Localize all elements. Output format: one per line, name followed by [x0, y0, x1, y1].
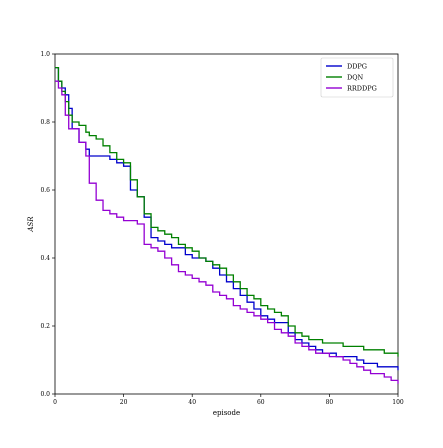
series-line-rrddpg [55, 80, 399, 384]
y-tick-label: 0.0 [40, 391, 50, 398]
legend-label: RRDDPG [347, 84, 377, 92]
series-line-ddpg [55, 66, 399, 371]
y-tick-label: 0.2 [40, 323, 50, 330]
legend-label: DQN [347, 73, 364, 81]
y-tick-label: 0.8 [40, 119, 50, 126]
legend-label: DDPG [347, 62, 367, 70]
series-line-dqn [55, 66, 399, 357]
plot-frame [54, 53, 399, 395]
x-tick-label: 0 [53, 399, 57, 406]
series-lines [55, 66, 399, 384]
axes: 0 20 40 60 80 100 0.0 0.2 0.4 0.6 0.8 1.0 episode ASR [27, 51, 404, 417]
x-axis-label: episode [213, 409, 240, 417]
legend-box [320, 57, 394, 98]
y-tick-label: 0.6 [40, 187, 50, 194]
x-tick-label: 100 [392, 399, 404, 406]
x-tick-label: 40 [188, 399, 196, 406]
x-tick-label: 60 [257, 399, 265, 406]
legend: DDPG DQN RRDDPG [320, 57, 394, 98]
x-tick-label: 80 [326, 399, 334, 406]
y-axis-label: ASR [27, 216, 35, 233]
x-tick-label: 20 [120, 399, 128, 406]
y-tick-label: 1.0 [40, 51, 50, 58]
y-tick-label: 0.4 [40, 255, 50, 262]
